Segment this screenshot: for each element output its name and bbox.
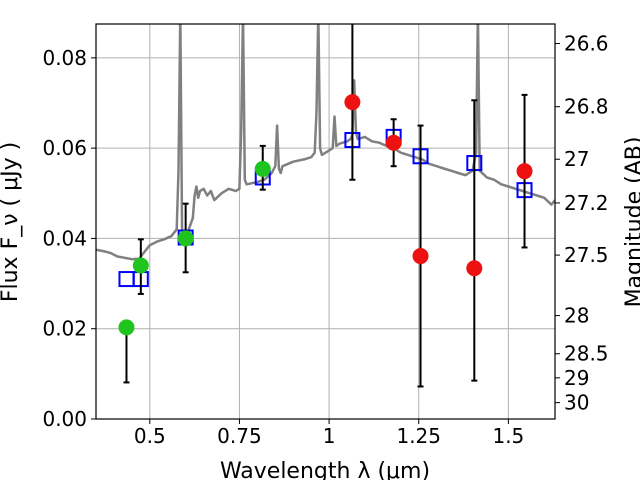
model-spectrum-line [96,24,555,261]
axes-frame [95,23,556,420]
right-tick-label: 28.5 [564,342,609,366]
right-tick-label: 26.6 [564,32,609,56]
green-data-point [254,160,271,177]
x-tick-label: 0.75 [217,424,262,448]
green-data-point [177,230,194,247]
red-data-point [466,260,483,277]
y-axis-label: Flux F_ν ( μJy ) [0,142,23,302]
right-axis-label: Magnitude (AB) [622,137,640,308]
green-data-point [132,257,149,274]
model-spectrum [96,24,555,261]
photometry-points [118,24,533,388]
y-axis-ticks: 0.00 0.02 0.04 0.06 0.08 [42,46,96,431]
red-data-point [412,248,429,265]
x-tick-label: 1.5 [492,424,524,448]
red-data-point [516,163,533,180]
x-axis-ticks: 0.5 0.75 1 1.25 1.5 [134,419,524,448]
plot-area [96,24,555,388]
y-tick-label: 0.06 [42,136,87,160]
right-tick-label: 27.5 [564,243,609,267]
right-tick-label: 28 [564,304,589,328]
right-tick-label: 27 [564,147,589,171]
y-tick-label: 0.02 [42,317,87,341]
y-tick-label: 0.00 [42,407,87,431]
y-tick-label: 0.04 [42,226,87,250]
red-data-point [385,134,402,151]
right-tick-label: 26.8 [564,95,609,119]
right-tick-label: 30 [564,391,589,415]
y-tick-label: 0.08 [42,46,87,70]
axes-frame-rect [95,23,556,420]
x-tick-label: 0.5 [134,424,166,448]
green-data-point [118,319,135,336]
right-tick-label: 29 [564,366,589,390]
right-tick-label: 27.2 [564,191,609,215]
x-axis-label: Wavelength λ (μm) [220,459,430,480]
model-photometry-square [118,271,135,288]
gridlines [96,24,555,420]
x-tick-label: 1 [323,424,336,448]
x-tick-label: 1.25 [396,424,441,448]
red-data-point [344,94,361,111]
